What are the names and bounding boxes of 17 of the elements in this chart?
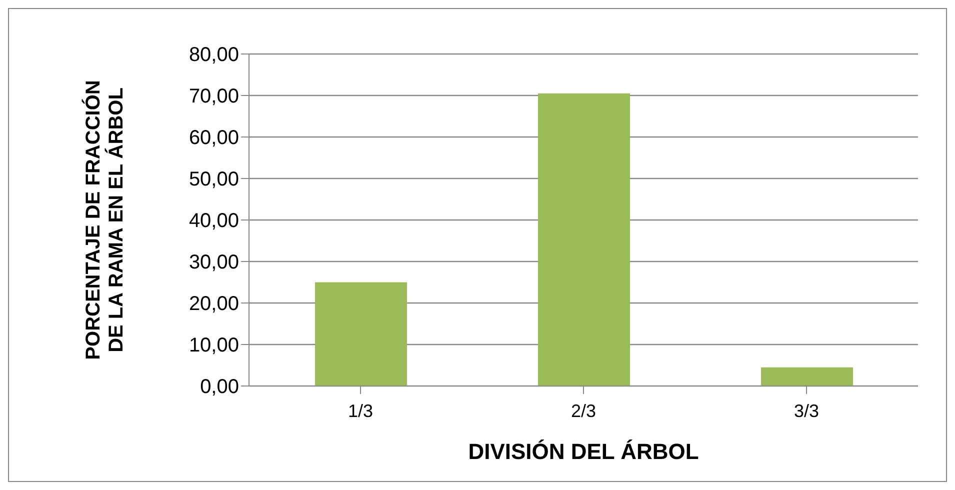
y-axis-title: PORCENTAJE DE FRACCIÓN DE LA RAMA EN EL ÁRBOL <box>82 80 128 360</box>
y-tick-label: 0,00 <box>200 376 239 398</box>
y-tick-label: 10,00 <box>188 334 239 357</box>
y-tick-label: 40,00 <box>188 210 239 232</box>
y-tick-label: 60,00 <box>188 127 239 150</box>
y-tick-label: 70,00 <box>188 86 239 108</box>
bar <box>538 93 630 386</box>
x-tick-label: 2/3 <box>570 400 596 421</box>
y-tick-label: 80,00 <box>188 44 239 66</box>
bar <box>761 367 853 386</box>
x-axis-title: DIVISIÓN DEL ÁRBOL <box>468 439 699 464</box>
y-tick-label: 50,00 <box>188 168 239 191</box>
x-tick-label: 1/3 <box>348 400 374 421</box>
x-tick-label: 3/3 <box>794 400 820 421</box>
bar <box>315 282 407 386</box>
y-tick-label: 30,00 <box>188 252 239 274</box>
y-tick-label: 20,00 <box>188 293 239 316</box>
